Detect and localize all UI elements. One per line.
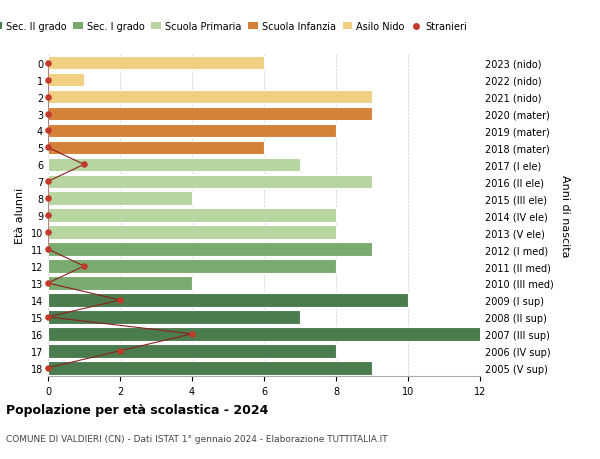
Bar [48,260,336,273]
Text: Popolazione per età scolastica - 2024: Popolazione per età scolastica - 2024 [6,403,268,416]
Bar [48,158,300,172]
Point [79,263,89,270]
Point [43,195,53,202]
Point [187,330,197,338]
Bar [48,209,336,223]
Bar [48,192,192,206]
Point [43,313,53,321]
Bar [48,74,84,87]
Point [115,347,125,355]
Point [43,128,53,135]
Point [43,212,53,219]
Point [43,145,53,152]
Point [43,178,53,185]
Bar [48,124,336,138]
Bar [48,310,300,324]
Bar [48,107,372,121]
Bar [48,243,372,256]
Point [43,60,53,67]
Point [43,77,53,84]
Bar [48,57,264,70]
Point [115,297,125,304]
Point [43,229,53,236]
Point [79,161,89,168]
Bar [48,90,372,104]
Bar [48,344,336,358]
Bar [48,175,372,189]
Bar [48,226,336,240]
Point [43,280,53,287]
Bar [48,361,372,375]
Legend: Sec. II grado, Sec. I grado, Scuola Primaria, Scuola Infanzia, Asilo Nido, Stran: Sec. II grado, Sec. I grado, Scuola Prim… [0,18,470,36]
Bar [48,293,408,307]
Bar [48,277,192,290]
Point [43,94,53,101]
Y-axis label: Età alunni: Età alunni [15,188,25,244]
Y-axis label: Anni di nascita: Anni di nascita [560,174,570,257]
Text: COMUNE DI VALDIERI (CN) - Dati ISTAT 1° gennaio 2024 - Elaborazione TUTTITALIA.I: COMUNE DI VALDIERI (CN) - Dati ISTAT 1° … [6,434,388,442]
Bar [48,141,264,155]
Point [43,364,53,372]
Bar [48,327,516,341]
Point [43,111,53,118]
Point [43,246,53,253]
